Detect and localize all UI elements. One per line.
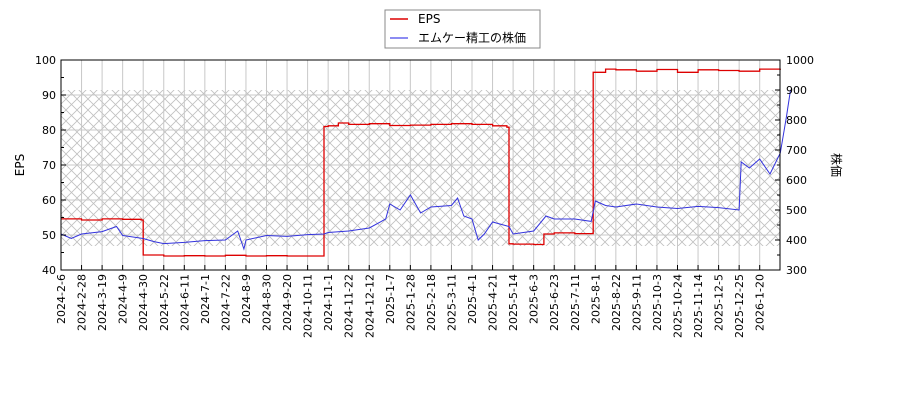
price-line xyxy=(60,89,791,251)
x-tick-label: 2024-3-19 xyxy=(96,274,109,331)
right-axis-title: 株価 xyxy=(829,153,844,177)
left-tick-label: 50 xyxy=(42,229,56,242)
x-tick-label: 2025-10-24 xyxy=(672,274,685,338)
x-tick-label: 2025-4-1 xyxy=(466,274,479,324)
x-tick-label: 2026-1-20 xyxy=(754,274,767,331)
x-tick-label: 2025-12-25 xyxy=(733,274,746,338)
x-tick-label: 2024-5-22 xyxy=(158,274,171,331)
right-tick-label: 300 xyxy=(786,264,807,277)
legend: EPS エムケー精工の株価 xyxy=(384,9,541,49)
left-tick-label: 100 xyxy=(35,54,56,67)
x-tick-label: 2024-4-30 xyxy=(137,274,150,331)
x-tick-label: 2025-5-14 xyxy=(507,274,520,331)
x-tick-label: 2025-3-11 xyxy=(445,274,458,331)
x-tick-label: 2025-2-18 xyxy=(425,274,438,331)
x-tick-label: 2024-7-1 xyxy=(199,274,212,324)
right-tick-label: 700 xyxy=(786,144,807,157)
axes: 40 50 60 70 80 90 100 300 400 500 600 700 800 900 1000… xyxy=(35,54,814,338)
x-tick-label: 2025-8-22 xyxy=(610,274,623,331)
x-tick-label: 2025-12-5 xyxy=(713,274,726,331)
x-tick-label: 2024-2-28 xyxy=(76,274,89,331)
hatched-band xyxy=(61,90,780,246)
x-tick-label: 2024-9-20 xyxy=(281,274,294,331)
legend-label-price: エムケー精工の株価 xyxy=(418,30,526,45)
right-tick-label: 500 xyxy=(786,204,807,217)
x-tick-label: 2024-10-11 xyxy=(302,274,315,338)
left-tick-label: 70 xyxy=(42,159,56,172)
x-tick-label: 2025-6-23 xyxy=(548,274,561,331)
right-tick-label: 800 xyxy=(786,114,807,127)
left-tick-label: 40 xyxy=(42,264,56,277)
right-tick-label: 600 xyxy=(786,174,807,187)
right-tick-label: 900 xyxy=(786,84,807,97)
right-tick-label: 400 xyxy=(786,234,807,247)
x-tick-label: 2025-4-21 xyxy=(487,274,500,331)
x-tick-label: 2024-8-30 xyxy=(261,274,274,331)
left-tick-label: 90 xyxy=(42,89,56,102)
right-tick-label: 1000 xyxy=(786,54,814,67)
legend-label-eps: EPS xyxy=(418,12,440,26)
x-tick-label: 2024-11-1 xyxy=(322,274,335,331)
legend-box xyxy=(384,9,541,49)
x-tick-label: 2025-11-14 xyxy=(692,274,705,338)
x-tick-label: 2024-11-22 xyxy=(343,274,356,338)
x-tick-label: 2025-6-3 xyxy=(528,274,541,324)
x-tick-label: 2025-1-7 xyxy=(384,274,397,324)
x-tick-label: 2025-8-1 xyxy=(589,274,602,324)
x-tick-label: 2025-1-28 xyxy=(404,274,417,331)
left-tick-label: 80 xyxy=(42,124,56,137)
x-tick-label: 2025-9-11 xyxy=(630,274,643,331)
x-tick-label: 2024-6-11 xyxy=(178,274,191,331)
data-series xyxy=(60,68,791,257)
eps-line xyxy=(61,68,781,257)
x-tick-label: 2024-2-6 xyxy=(55,274,68,324)
plot-area xyxy=(61,90,780,246)
left-axis-title: EPS xyxy=(13,154,27,176)
x-tick-label: 2025-10-3 xyxy=(651,274,664,331)
x-tick-label: 2024-4-9 xyxy=(117,274,130,324)
x-tick-label: 2025-7-11 xyxy=(569,274,582,331)
x-tick-label: 2024-8-9 xyxy=(240,274,253,324)
x-tick-label: 2024-7-22 xyxy=(219,274,232,331)
x-tick-label: 2024-12-12 xyxy=(363,274,376,338)
left-tick-label: 60 xyxy=(42,194,56,207)
grid-lines xyxy=(60,59,780,271)
